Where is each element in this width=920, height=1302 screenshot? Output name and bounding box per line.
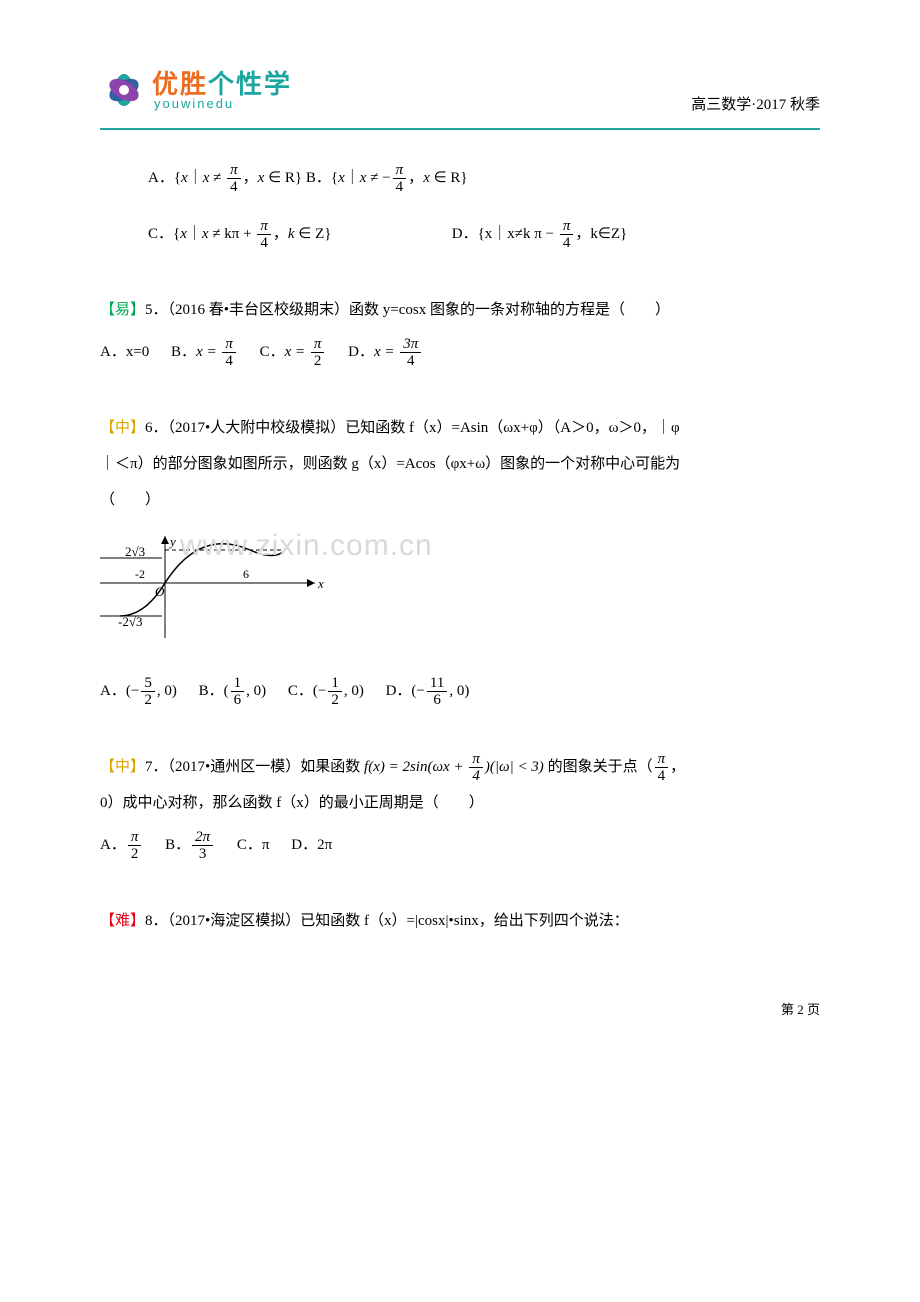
q5-c: C．x = π2 (260, 334, 327, 370)
q7-t1c: ， (670, 759, 685, 775)
q5: 【易】5．（2016 春•丰台区校级期末）函数 y=cosx 图象的一条对称轴的… (100, 292, 820, 370)
q5-d: D．x = 3π4 (348, 334, 423, 370)
q7-t1b: 的图象关于点（ (544, 759, 653, 775)
q8-text: 8．（2017•海淀区模拟）已知函数 f（x）=|cosx|•sinx，给出下列… (145, 913, 629, 929)
q4-b: B．{x｜x ≠ −π4，x ∈ R} (306, 170, 468, 186)
q6-text2: ｜＜π）的部分图象如图所示，则函数 g（x）=Acos（φx+ω）图象的一个对称… (100, 446, 820, 482)
svg-text:2√3: 2√3 (125, 544, 145, 559)
flower-icon (100, 66, 148, 114)
q4-c: C．{x｜x ≠ kπ + π4，k ∈ Z} (148, 216, 448, 252)
q6-d: D．(−116, 0) (386, 673, 470, 709)
page-footer: 第 2 页 (0, 999, 920, 1018)
header: 优胜个性学 youwinedu 高三数学·2017 秋季 (100, 60, 820, 120)
logo-text-en: youwinedu (154, 96, 234, 111)
logo-cn-b: 个性学 (208, 69, 292, 99)
q7-fx: f(x) = 2sin(ωx + π4)(|ω| < 3) (364, 759, 544, 775)
svg-text:O: O (155, 584, 165, 599)
header-right: 高三数学·2017 秋季 (691, 93, 820, 120)
q6-b: B．(16, 0) (199, 673, 267, 709)
q6-text3: （ ） (100, 482, 820, 518)
header-divider (100, 128, 820, 130)
q4-a: A．{x｜x ≠ π4，x ∈ R} (148, 170, 306, 186)
q8: 【难】8．（2017•海淀区模拟）已知函数 f（x）=|cosx|•sinx，给… (100, 903, 820, 939)
difficulty-mid: 【中】 (100, 420, 145, 436)
sine-graph: y x O 2√3 -2√3 -2 6 (100, 528, 330, 643)
difficulty-hard: 【难】 (100, 913, 145, 929)
difficulty-mid: 【中】 (100, 759, 145, 775)
q6-c: C．(−12, 0) (288, 673, 364, 709)
q7-text2: 0）成中心对称，那么函数 f（x）的最小正周期是（ ） (100, 785, 820, 821)
q5-options: A．x=0 B．x = π4 C．x = π2 D．x = 3π4 (100, 334, 820, 370)
q5-a: A．x=0 (100, 334, 149, 370)
q7: 【中】7．（2017•通州区一模）如果函数 f(x) = 2sin(ωx + π… (100, 749, 820, 863)
q7-c: C．π (237, 827, 270, 863)
q6-text1: 6．（2017•人大附中校级模拟）已知函数 f（x）=Asin（ωx+φ）（A＞… (145, 420, 680, 436)
logo-cn-a: 优胜 (152, 69, 208, 99)
q4-d: D．{x｜x≠k π − π4，k∈Z} (452, 226, 628, 242)
q7-t1a: 7．（2017•通州区一模）如果函数 (145, 759, 364, 775)
q7-b: B．2π3 (165, 827, 215, 863)
q6-a: A．(−52, 0) (100, 673, 177, 709)
q7-d: D．2π (291, 827, 332, 863)
svg-text:x: x (317, 576, 324, 591)
svg-text:y: y (168, 534, 176, 549)
q6-options: A．(−52, 0) B．(16, 0) C．(−12, 0) D．(−116,… (100, 673, 820, 709)
q5-b: B．x = π4 (171, 334, 238, 370)
q7-options: A．π2 B．2π3 C．π D．2π (100, 827, 820, 863)
q6: 【中】6．（2017•人大附中校级模拟）已知函数 f（x）=Asin（ωx+φ）… (100, 410, 820, 709)
q7-a: A．π2 (100, 827, 143, 863)
svg-text:6: 6 (243, 567, 249, 581)
q4-options: A．{x｜x ≠ π4，x ∈ R} B．{x｜x ≠ −π4，x ∈ R} C… (100, 160, 820, 252)
q5-text: 5．（2016 春•丰台区校级期末）函数 y=cosx 图象的一条对称轴的方程是… (145, 302, 670, 318)
logo: 优胜个性学 youwinedu (100, 60, 320, 120)
difficulty-easy: 【易】 (100, 302, 145, 318)
svg-text:-2: -2 (135, 567, 145, 581)
q6-graph-wrap: www.zixin.com.cn y x O 2√3 -2√3 -2 6 (100, 518, 820, 667)
